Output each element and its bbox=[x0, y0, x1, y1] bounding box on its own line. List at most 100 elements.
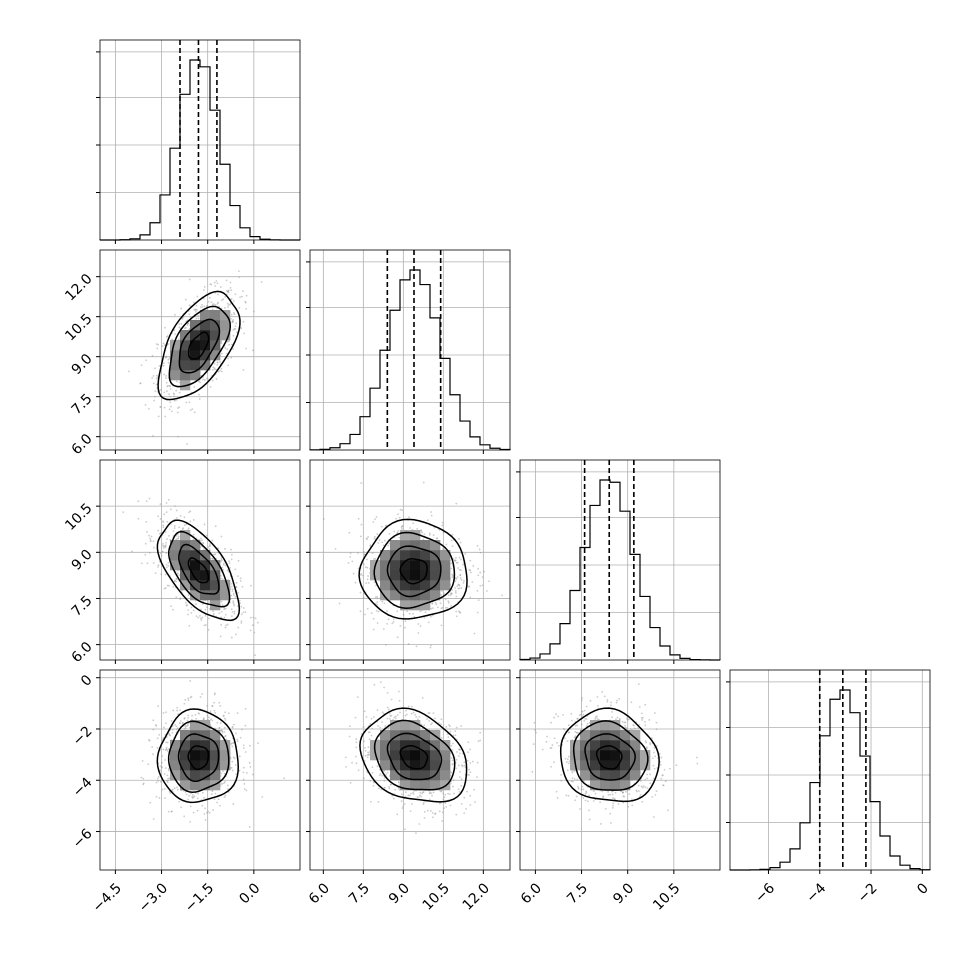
scatter-point bbox=[458, 538, 460, 540]
scatter-point bbox=[435, 603, 438, 606]
scatter-point bbox=[378, 774, 381, 777]
scatter-point bbox=[167, 361, 170, 364]
scatter-point bbox=[231, 725, 234, 728]
density-cell bbox=[190, 570, 201, 581]
scatter-point bbox=[469, 559, 472, 562]
scatter-point bbox=[374, 518, 376, 521]
scatter-point bbox=[418, 715, 421, 718]
scatter-point bbox=[156, 376, 159, 379]
density-cell bbox=[420, 560, 431, 571]
scatter-point bbox=[465, 807, 468, 810]
scatter-point bbox=[416, 718, 419, 721]
scatter-point bbox=[405, 709, 407, 712]
scatter-point bbox=[230, 766, 233, 769]
density-cell bbox=[180, 730, 191, 741]
density-cell bbox=[220, 750, 231, 761]
panel-frame bbox=[309, 669, 511, 871]
scatter-point bbox=[162, 712, 165, 714]
scatter-point bbox=[455, 557, 457, 559]
scatter-point bbox=[365, 582, 368, 584]
scatter-point bbox=[420, 530, 423, 533]
scatter-point bbox=[162, 362, 165, 365]
scatter-point bbox=[384, 643, 387, 646]
scatter-point bbox=[359, 574, 362, 576]
scatter-point bbox=[165, 748, 168, 751]
scatter-point bbox=[471, 760, 474, 763]
scatter-point bbox=[203, 523, 206, 526]
scatter-point bbox=[220, 729, 222, 732]
scatter-point bbox=[204, 807, 206, 810]
scatter-point bbox=[473, 788, 475, 791]
scatter-point bbox=[174, 333, 176, 335]
contour-level-0 bbox=[399, 558, 428, 585]
scatter-point bbox=[251, 624, 254, 627]
scatter-point bbox=[486, 590, 488, 592]
scatter-point bbox=[196, 809, 199, 812]
contour-level-2 bbox=[168, 305, 232, 388]
scatter-point bbox=[171, 728, 174, 731]
scatter-point bbox=[381, 774, 384, 777]
scatter-point bbox=[372, 617, 375, 620]
scatter-point bbox=[159, 503, 162, 506]
density-cell bbox=[410, 580, 421, 591]
scatter-point bbox=[442, 531, 445, 534]
scatter-point bbox=[355, 738, 358, 740]
scatter-point bbox=[151, 746, 154, 748]
scatter-point bbox=[428, 533, 431, 536]
scatter-point bbox=[479, 739, 482, 742]
scatter-point bbox=[474, 801, 476, 803]
scatter-point bbox=[231, 590, 234, 592]
scatter-point bbox=[140, 776, 143, 779]
scatter-point bbox=[214, 285, 217, 287]
scatter-point bbox=[185, 401, 188, 404]
scatter-point bbox=[427, 712, 430, 715]
scatter-point bbox=[175, 725, 178, 728]
scatter-point bbox=[644, 786, 647, 788]
scatter-point bbox=[215, 280, 218, 282]
scatter-point bbox=[245, 789, 248, 792]
scatter-point bbox=[157, 343, 160, 346]
scatter-point bbox=[249, 616, 252, 619]
scatter-point bbox=[430, 810, 432, 812]
scatter-point bbox=[432, 712, 435, 715]
panel-frame bbox=[519, 459, 721, 661]
scatter-point bbox=[159, 531, 162, 534]
scatter-point bbox=[193, 301, 195, 304]
scatter-point bbox=[164, 573, 167, 576]
density-cell bbox=[180, 560, 191, 571]
scatter-point bbox=[404, 714, 407, 717]
scatter-point bbox=[458, 556, 461, 559]
scatter-point bbox=[145, 500, 148, 503]
density-cell bbox=[400, 540, 411, 551]
scatter-point bbox=[382, 712, 385, 715]
density-cell bbox=[210, 590, 221, 601]
scatter-point bbox=[583, 709, 586, 712]
scatter-point bbox=[398, 784, 401, 786]
scatter-point bbox=[426, 809, 429, 812]
density-cell bbox=[170, 550, 181, 561]
scatter-point bbox=[166, 520, 169, 523]
scatter-point bbox=[147, 407, 150, 410]
scatter-point bbox=[184, 327, 186, 330]
scatter-point bbox=[376, 709, 379, 712]
scatter-point bbox=[363, 740, 366, 743]
scatter-point bbox=[451, 576, 454, 578]
scatter-point bbox=[243, 332, 245, 335]
scatter-point bbox=[197, 317, 200, 320]
scatter-point bbox=[450, 757, 453, 760]
density-cell bbox=[440, 560, 451, 571]
scatter-point bbox=[412, 791, 414, 794]
scatter-point bbox=[209, 710, 212, 713]
scatter-point bbox=[145, 359, 147, 362]
scatter-point bbox=[203, 305, 206, 308]
scatter-point bbox=[356, 696, 359, 699]
scatter-point bbox=[448, 793, 451, 796]
density-cell bbox=[170, 560, 181, 571]
scatter-point bbox=[242, 607, 245, 609]
scatter-point bbox=[200, 617, 202, 620]
scatter-point bbox=[376, 622, 379, 624]
density-cell bbox=[410, 750, 421, 761]
scatter-point bbox=[443, 592, 445, 595]
scatter-point bbox=[223, 616, 226, 619]
scatter-point bbox=[481, 584, 484, 587]
